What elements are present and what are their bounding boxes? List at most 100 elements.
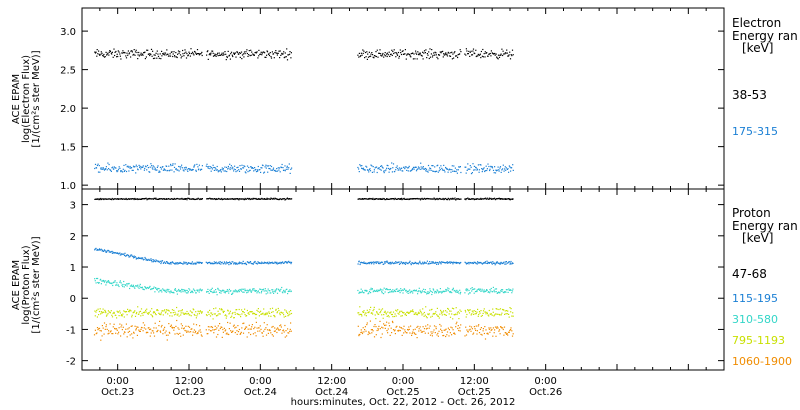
data-point [470, 50, 472, 52]
data-point [229, 312, 231, 314]
data-point [431, 291, 434, 293]
data-point [476, 311, 478, 313]
data-point [221, 309, 223, 311]
data-point [131, 255, 133, 257]
data-point [265, 293, 267, 295]
data-point [511, 55, 513, 57]
data-point [241, 198, 243, 200]
data-point [393, 291, 395, 293]
data-point [112, 312, 114, 314]
data-point [244, 53, 246, 55]
data-point [454, 51, 456, 53]
data-point [478, 313, 480, 316]
data-point [440, 52, 442, 54]
data-point [241, 54, 244, 56]
data-point [432, 261, 434, 263]
data-point [448, 261, 451, 263]
data-point [474, 198, 476, 200]
data-point [366, 290, 368, 292]
data-point [131, 316, 133, 318]
data-point [229, 168, 231, 171]
data-point [287, 293, 289, 295]
data-point [240, 289, 242, 291]
data-point [475, 262, 477, 265]
data-point [125, 57, 128, 59]
data-point [151, 261, 153, 263]
data-point [424, 262, 426, 264]
data-point [187, 170, 189, 172]
data-point [479, 53, 481, 55]
data-point [457, 54, 459, 56]
data-point [427, 313, 429, 315]
data-point [367, 53, 369, 55]
data-point [275, 289, 277, 291]
data-point [388, 316, 390, 318]
data-point [477, 164, 479, 166]
data-point [467, 163, 469, 165]
data-point [288, 314, 290, 316]
data-point [94, 278, 96, 280]
data-point [263, 171, 266, 173]
data-point [396, 262, 398, 264]
data-point [172, 53, 174, 55]
data-point [381, 261, 383, 263]
data-point [492, 335, 494, 337]
data-point [216, 294, 218, 296]
data-point [212, 52, 214, 54]
data-point [150, 288, 152, 290]
data-point [240, 168, 242, 170]
data-point [398, 313, 400, 315]
data-point [260, 262, 262, 265]
data-point [399, 326, 401, 328]
data-point [109, 198, 111, 200]
data-point [150, 48, 153, 50]
data-point [162, 314, 164, 316]
data-point [103, 250, 105, 252]
data-point [216, 315, 218, 317]
data-point [119, 323, 121, 325]
data-point [196, 163, 198, 165]
data-point [117, 50, 119, 52]
data-point [419, 291, 422, 293]
data-point [362, 311, 364, 313]
data-point [109, 169, 111, 171]
data-point [475, 49, 477, 51]
data-point [222, 289, 224, 291]
data-point [458, 292, 460, 294]
data-point [377, 327, 379, 330]
data-point [117, 311, 119, 313]
data-point [192, 308, 194, 310]
data-point [285, 168, 287, 170]
data-point [358, 171, 360, 173]
data-point [280, 311, 282, 313]
data-point [289, 289, 291, 291]
data-point [231, 198, 233, 200]
data-point [119, 281, 121, 283]
data-point [101, 198, 103, 200]
data-point [226, 290, 228, 293]
data-point [96, 327, 99, 329]
data-point [167, 309, 170, 311]
data-point [165, 309, 168, 311]
data-point [128, 311, 130, 313]
data-point [232, 198, 234, 200]
data-point [236, 330, 238, 332]
data-point [391, 54, 393, 56]
data-point [393, 315, 396, 318]
data-point [477, 55, 479, 57]
data-point [445, 52, 447, 54]
data-point [206, 314, 208, 317]
data-point [508, 54, 510, 56]
data-point [402, 262, 404, 264]
data-point [157, 55, 160, 57]
data-point [276, 198, 278, 200]
data-point [108, 51, 110, 53]
data-point [484, 197, 486, 199]
data-point [436, 263, 438, 265]
data-point [234, 291, 236, 293]
electron-legend-series-38-53: 38-53 [732, 88, 767, 102]
data-point [367, 311, 369, 314]
data-point [367, 169, 369, 171]
data-point [111, 316, 114, 318]
data-point [260, 328, 262, 330]
